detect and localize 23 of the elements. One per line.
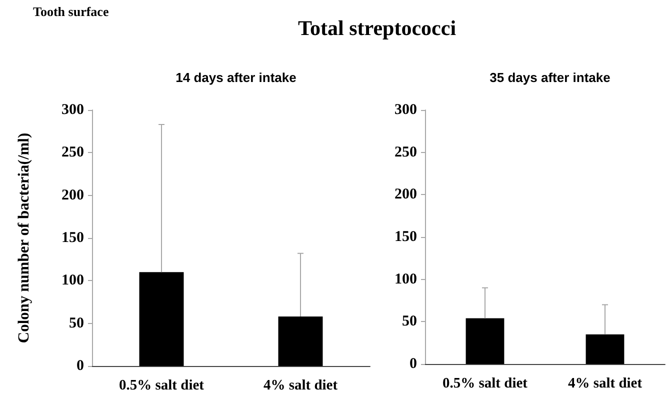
y-tick-label: 200 [62,187,84,204]
x-tick-label: 0.5% salt diet [442,376,528,392]
y-tick-label: 100 [394,271,417,288]
y-tick-label: 0 [410,356,417,372]
y-tick-label: 200 [394,186,417,203]
y-tick-label: 0 [76,358,84,374]
y-tick-label: 150 [394,229,417,245]
y-tick-label: 50 [402,314,417,330]
x-tick-label: 0.5% salt diet [119,378,204,394]
y-tick-label: 250 [62,144,84,161]
y-tick-label: 50 [69,315,84,332]
text: Tooth surface [33,4,109,20]
y-tick-label: 300 [62,102,84,118]
chart-title: 14 days after intake [176,70,296,85]
x-tick-label: 4% salt diet [263,378,338,394]
y-tick-label: 300 [394,102,417,118]
chart-title: 35 days after intake [490,70,610,85]
y-axis-title: Colony number of bacteria(/ml) [16,132,32,344]
y-tick-label: 250 [394,144,417,160]
x-tick-label: 4% salt diet [568,376,642,392]
y-tick-label: 100 [62,272,84,289]
text: Total streptococci [298,16,456,41]
y-tick-label: 150 [62,230,84,246]
